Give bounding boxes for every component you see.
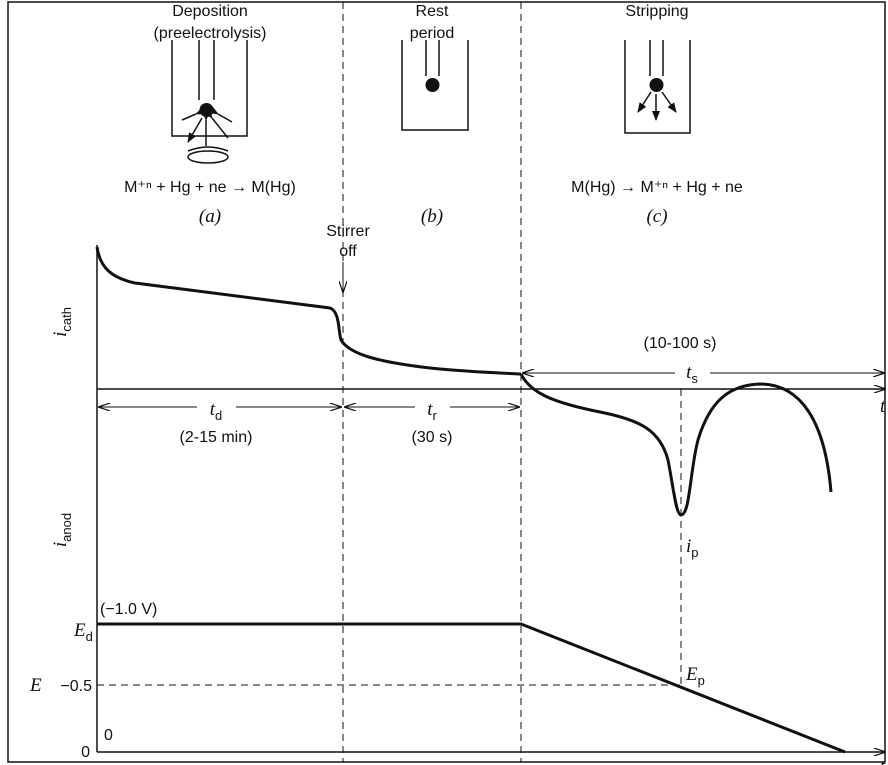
peak-label: ip [686, 536, 699, 560]
reaction-equation: M⁺ⁿ + Hg + ne → M(Hg) [124, 179, 296, 196]
origin-label: 0 [104, 727, 113, 744]
cell-icon [401, 40, 469, 131]
panel-label: (a) [199, 206, 221, 227]
cell-icon [624, 40, 691, 134]
cell-icon [171, 40, 248, 164]
panel-title: Deposition [172, 3, 248, 20]
axis-label: E [29, 675, 42, 696]
potential-program [97, 622, 846, 754]
annotation: off [339, 243, 357, 260]
tick-label: −0.5 [60, 678, 92, 695]
current-curve [95, 246, 522, 376]
annotation: Stirrer [326, 223, 370, 240]
potential-label: Ed [73, 620, 93, 644]
reaction-equation: M(Hg) → M⁺ⁿ + Hg + ne [571, 179, 743, 196]
panel-title: (preelectrolysis) [154, 25, 267, 42]
panel-title: Rest [416, 3, 449, 20]
panel-title: Stripping [625, 3, 688, 20]
interval-label: td [210, 399, 223, 423]
frame [7, 1, 886, 763]
interval-duration: (10-100 s) [644, 335, 717, 352]
axis-label: icath [50, 307, 74, 337]
axis-label: t [880, 396, 886, 417]
panel-title: period [410, 25, 454, 42]
interval-duration: (30 s) [412, 429, 453, 446]
panel-label: (b) [421, 206, 443, 227]
interval-label: ts [686, 362, 698, 386]
potential-value: (−1.0 V) [100, 601, 157, 618]
potential-label: Ep [685, 664, 705, 688]
axis-label: ianod [50, 513, 74, 547]
panel-label: (c) [646, 206, 667, 227]
interval-label: tr [427, 399, 437, 423]
interval-duration: (2-15 min) [180, 429, 253, 446]
tick-label: 0 [81, 744, 90, 761]
current-curve [519, 373, 833, 517]
axis-label: t [880, 756, 886, 765]
